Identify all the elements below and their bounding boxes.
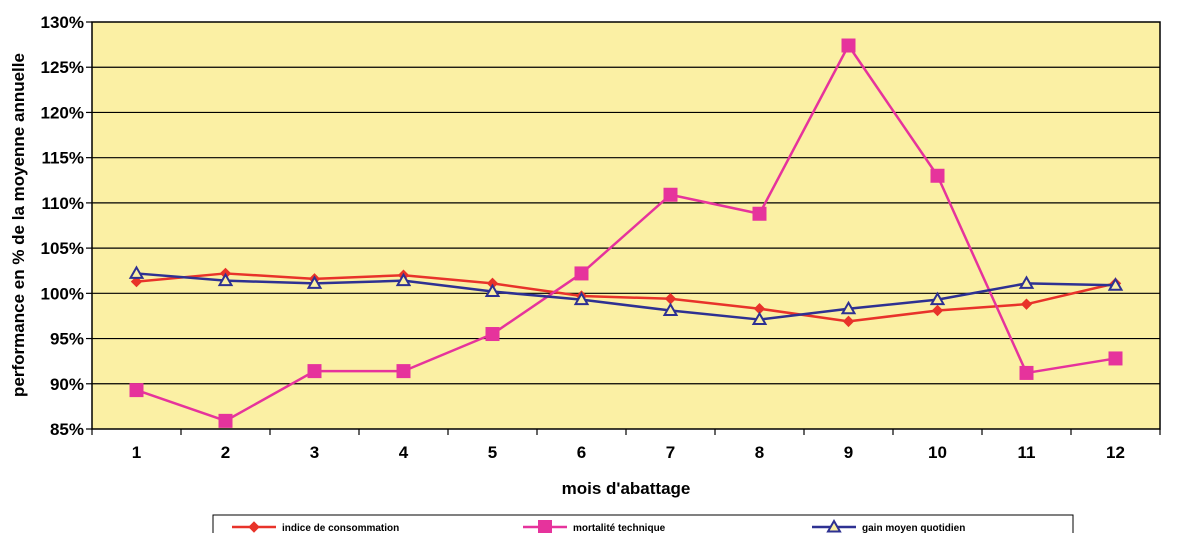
x-tick-label: 3 [310, 443, 319, 462]
legend-item: mortalité technique [523, 520, 666, 533]
x-axis-title: mois d'abattage [562, 479, 691, 498]
y-tick-label: 110% [41, 194, 84, 213]
data-point [485, 327, 500, 342]
data-point [841, 38, 856, 53]
data-point [484, 283, 501, 298]
data-point [751, 311, 768, 326]
data-point [840, 300, 857, 315]
legend-marker [248, 521, 260, 533]
y-tick-label: 100% [41, 284, 84, 303]
series-group [128, 38, 1124, 428]
series-line [136, 272, 1116, 323]
data-point [1108, 351, 1123, 366]
data-point [930, 168, 945, 183]
x-axis-ticks: 1 2 3 4 5 6 7 8 9 10 11 12 [91, 429, 1161, 462]
legend-marker [538, 520, 552, 533]
gridlines [92, 66, 1160, 385]
x-tick-label: 12 [1106, 443, 1125, 462]
data-point [129, 383, 144, 398]
series-line [136, 44, 1116, 423]
legend: indice de consommation mortalité techniqu… [212, 514, 1074, 533]
y-tick-label: 120% [41, 103, 84, 122]
y-tick-label: 105% [41, 239, 84, 258]
legend-box [212, 514, 1074, 533]
y-tick-label: 125% [41, 58, 84, 77]
series-3 [128, 265, 1124, 326]
data-point [663, 187, 678, 202]
data-point [573, 291, 590, 306]
x-tick-label: 1 [132, 443, 141, 462]
data-point [842, 315, 855, 328]
data-point [307, 364, 322, 379]
y-axis-title: performance en % de la moyenne annuelle [9, 53, 28, 397]
data-point [396, 364, 411, 379]
x-tick-label: 9 [844, 443, 853, 462]
legend-item: indice de consommation [232, 521, 399, 533]
data-point [1018, 275, 1035, 289]
data-point [128, 265, 145, 279]
data-point [574, 266, 589, 281]
x-tick-label: 5 [488, 443, 497, 462]
legend-label: indice de consommation [282, 523, 399, 533]
data-point [395, 272, 412, 287]
y-tick-label: 115% [41, 149, 84, 168]
x-tick-label: 7 [666, 443, 675, 462]
data-point [217, 272, 234, 287]
data-point [130, 275, 143, 288]
legend-marker [826, 518, 842, 533]
data-point [218, 413, 233, 428]
data-point [752, 206, 767, 221]
legend-label: mortalité technique [573, 523, 666, 533]
y-tick-label: 95% [50, 330, 84, 349]
data-point [1107, 277, 1124, 291]
x-tick-label: 2 [221, 443, 230, 462]
y-tick-label: 90% [50, 375, 84, 394]
x-tick-label: 10 [928, 443, 947, 462]
y-tick-label: 85% [50, 420, 84, 439]
x-tick-label: 6 [577, 443, 586, 462]
x-tick-label: 8 [755, 443, 764, 462]
legend-item: gain moyen quotidien [812, 518, 965, 533]
plot-area [91, 21, 1161, 430]
series-line [136, 272, 1116, 321]
series-2 [129, 38, 1123, 428]
y-tick-label: 130% [41, 13, 84, 32]
data-point [662, 302, 679, 317]
data-point [931, 304, 944, 317]
legend-label: gain moyen quotidien [862, 523, 965, 533]
y-axis-ticks: 85% 90% 95% 100% 105% 110% 115% 120% 125% 130% [41, 13, 92, 439]
x-tick-label: 4 [399, 443, 409, 462]
data-point [1019, 365, 1034, 380]
data-point [306, 275, 323, 289]
data-point [929, 291, 946, 306]
data-point [1020, 298, 1033, 310]
x-tick-label: 11 [1018, 443, 1036, 462]
